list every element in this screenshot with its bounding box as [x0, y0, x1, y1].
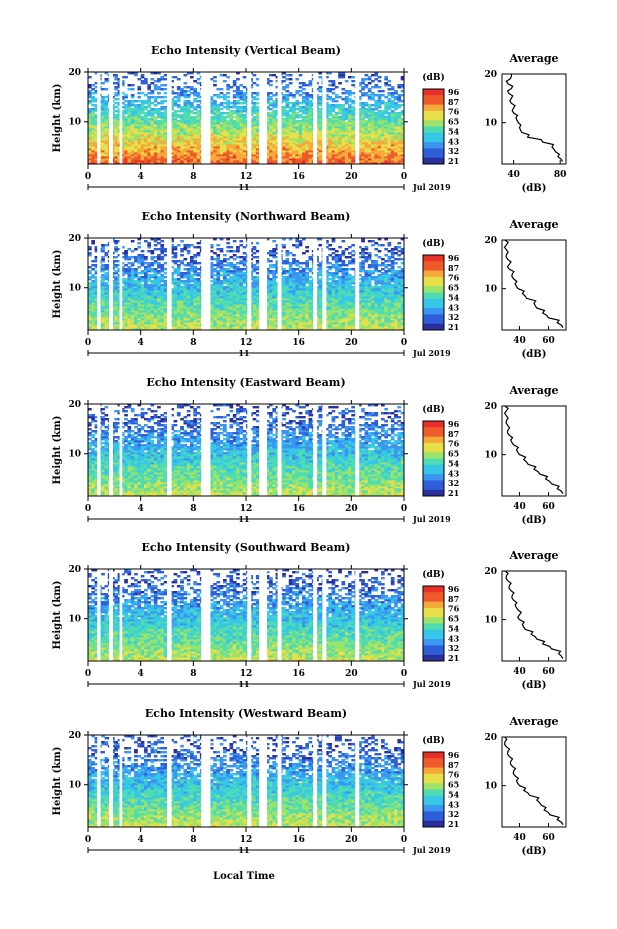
panel-title: Echo Intensity (Vertical Beam)	[151, 44, 341, 57]
radar-figure: Echo Intensity (Vertical Beam)0 4 8 12 16 20 0…	[0, 0, 617, 929]
panel-0: Echo Intensity (Vertical Beam)0 4 8 12 16 20 0…	[52, 44, 566, 194]
